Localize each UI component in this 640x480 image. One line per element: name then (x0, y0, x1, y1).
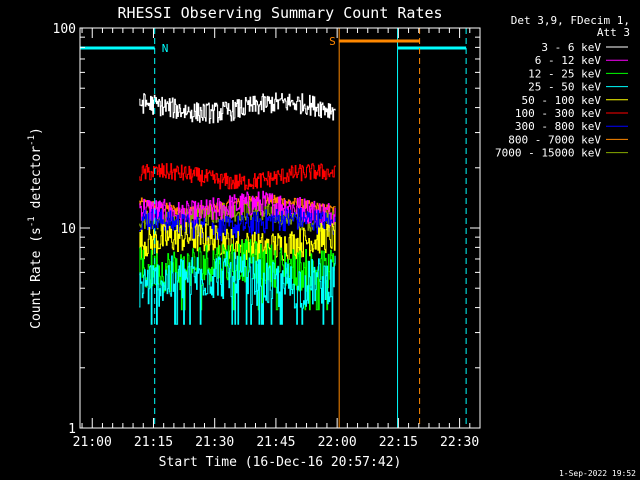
event-layer: NS (80, 28, 467, 428)
y-axis-label: Count Rate (s-1 detector-1) (27, 127, 44, 329)
y-axis-label-sup1: -1 (27, 216, 37, 227)
y-tick-label: 10 (60, 222, 76, 237)
y-axis-label-main: Count Rate (s (29, 227, 44, 329)
series-line (139, 251, 336, 325)
legend-entry-label: 25 - 50 keV (528, 81, 601, 94)
y-axis: 1 10 100 (53, 22, 480, 437)
series-line (139, 92, 336, 124)
legend-entry-label: 50 - 100 keV (522, 94, 602, 107)
series-line (139, 163, 336, 191)
event-label: S (329, 35, 336, 48)
legend-entry-label: 12 - 25 keV (528, 67, 601, 80)
legend-entry-label: 6 - 12 keV (535, 54, 602, 67)
legend-entry-label: 3 - 6 keV (541, 41, 601, 54)
legend-entry-label: 7000 - 15000 keV (495, 147, 601, 160)
series-line (139, 207, 336, 242)
legend-title-line2: Att 3 (597, 26, 630, 39)
y-axis-label-sup2: -1 (27, 135, 37, 146)
x-tick-label: 22:30 (440, 435, 479, 450)
x-tick-label: 21:45 (256, 435, 295, 450)
series-line (139, 194, 336, 217)
x-tick-label: 22:15 (379, 435, 418, 450)
x-axis: 21:00 21:15 21:30 21:45 22:00 22:15 22:30 (73, 28, 481, 450)
series-line (139, 222, 336, 263)
x-tick-label: 22:00 (318, 435, 357, 450)
x-tick-label: 21:15 (134, 435, 173, 450)
series-layer (139, 92, 336, 325)
legend-entry-label: 300 - 800 keV (515, 120, 601, 133)
legend-entry-label: 800 - 7000 keV (508, 133, 601, 146)
legend-title-line1: Det 3,9, FDecim 1, (511, 14, 630, 27)
x-tick-label: 21:00 (73, 435, 112, 450)
y-axis-label-end: ) (29, 127, 44, 135)
y-tick-label: 1 (68, 422, 76, 437)
x-axis-label: Start Time (16-Dec-16 20:57:42) (159, 455, 402, 470)
y-axis-label-mid: detector (29, 146, 44, 217)
footer-timestamp: 1-Sep-2022 19:52 (559, 469, 636, 478)
event-label: N (162, 42, 169, 55)
x-tick-label: 21:30 (195, 435, 234, 450)
y-tick-label: 100 (53, 22, 76, 37)
chart-title: RHESSI Observing Summary Count Rates (117, 4, 442, 22)
legend-entry-label: 100 - 300 keV (515, 107, 601, 120)
